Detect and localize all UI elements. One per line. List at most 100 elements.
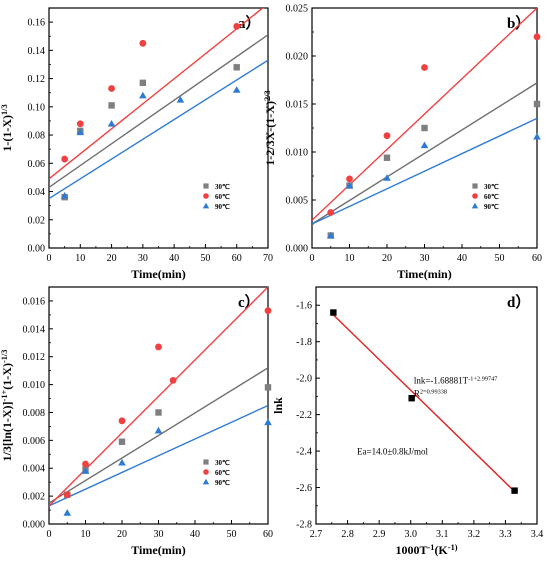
x-tick-label: 20 [117,529,127,540]
data-point [81,467,90,474]
data-point [264,384,272,391]
data-point [511,487,518,494]
x-tick-label: 2.7 [310,529,323,540]
legend-marker [472,193,478,199]
data-point [383,154,391,161]
x-tick-label: 3.3 [499,529,512,540]
x-tick-label: 40 [190,529,200,540]
plot-frame [48,286,269,525]
x-tick-label: 0 [310,253,315,264]
legend-marker [202,478,210,485]
x-tick-label: 70 [263,253,273,264]
legend-marker [472,183,478,189]
data-point [107,119,116,127]
x-tick-label: 60 [263,529,273,540]
x-axis-label: Time(min) [131,267,185,281]
x-tick-label: 3.0 [404,529,417,540]
x-tick-label: 20 [382,253,392,264]
y-tick-label: -2.0 [296,374,312,385]
legend-label: 30℃ [215,183,230,191]
x-tick-label: 40 [169,253,179,264]
y-tick-label: 0.004 [23,464,46,475]
data-point [76,128,85,136]
y-axis-label: 1-(1-X)1/3 [0,104,14,151]
y-tick-label: 0.000 [23,520,46,531]
x-tick-label: 2.9 [373,529,386,540]
data-point [533,100,541,108]
data-point [264,418,272,426]
data-point [233,22,241,30]
y-tick-label: 0.006 [23,436,46,447]
x-tick-label: 50 [227,529,237,540]
y-tick-label: 0.010 [286,148,309,159]
x-tick-label: 60 [532,253,542,264]
y-tick-label: 0.12 [28,74,46,85]
chart-panel-4: 2.7 2.8 2.9 3.0 3.1 3.2 3.3 3.4 -2.8 -2.6 -2.4 -2.2… [271,286,543,558]
y-tick-label: 0.012 [23,352,46,363]
data-point [383,132,391,140]
annotation-text: R2=0.99338 [414,388,447,399]
data-point [327,209,335,216]
legend-label: 30℃ [484,183,499,191]
fit-line [332,314,516,493]
fit-line [312,8,537,221]
y-tick-label: 0.16 [28,18,46,29]
data-point [82,460,89,468]
data-point [383,174,391,181]
y-tick-label: 0.020 [286,52,309,63]
y-tick-label: 0.008 [23,408,46,419]
y-tick-label: 0.002 [23,492,46,503]
legend-marker [203,469,209,475]
fit-line [49,287,268,507]
data-point [118,458,126,466]
y-tick-label: 0.016 [23,296,46,307]
data-point [118,417,126,425]
data-point [139,91,147,99]
x-tick-label: 30 [138,253,148,264]
y-tick-label: -2.8 [296,520,312,531]
x-tick-label: 30 [154,529,164,540]
legend-label: 60℃ [215,469,230,477]
y-tick-label: -1.6 [296,301,312,312]
x-tick-label: 60 [232,253,242,264]
x-axis-label: Time(min) [397,267,451,281]
y-tick-label: 0.00 [28,244,46,255]
x-tick-label: 30 [420,253,430,264]
data-point [60,191,69,199]
y-tick-label: 0.005 [286,196,309,207]
legend-label: 60℃ [484,193,499,201]
x-tick-label: 50 [495,253,505,264]
legend-marker [471,202,479,209]
data-point [63,491,71,499]
data-point [118,438,126,445]
x-tick-label: 0 [47,529,52,540]
data-point [76,120,84,128]
x-axis-label: 1000T-1(K-1) [395,543,457,558]
fit-line [49,8,264,180]
x-tick-label: 0 [47,253,52,264]
legend-label: 60℃ [215,193,230,201]
y-tick-label: -2.2 [296,410,312,421]
data-point [176,95,185,103]
x-tick-label: 3.1 [436,529,449,540]
y-axis-label: 1-2/3X-(1-X)2/3 [263,90,278,165]
y-tick-label: 0.010 [23,380,46,391]
data-point [420,141,429,149]
data-point [139,39,147,47]
data-point [421,124,428,132]
legend-marker [203,459,209,465]
data-point [330,309,337,316]
panel-label: c） [238,293,260,311]
data-point [108,102,115,109]
legend-marker [203,193,209,199]
x-tick-label: 2.8 [341,529,354,540]
legend-marker [202,202,210,209]
fit-line [49,34,268,188]
legend-label: 90℃ [215,479,230,487]
y-tick-label: 0.015 [286,100,309,111]
legend-label: 90℃ [484,203,499,211]
data-point [326,231,335,239]
data-point [345,181,354,189]
panel-label: d） [507,293,530,311]
